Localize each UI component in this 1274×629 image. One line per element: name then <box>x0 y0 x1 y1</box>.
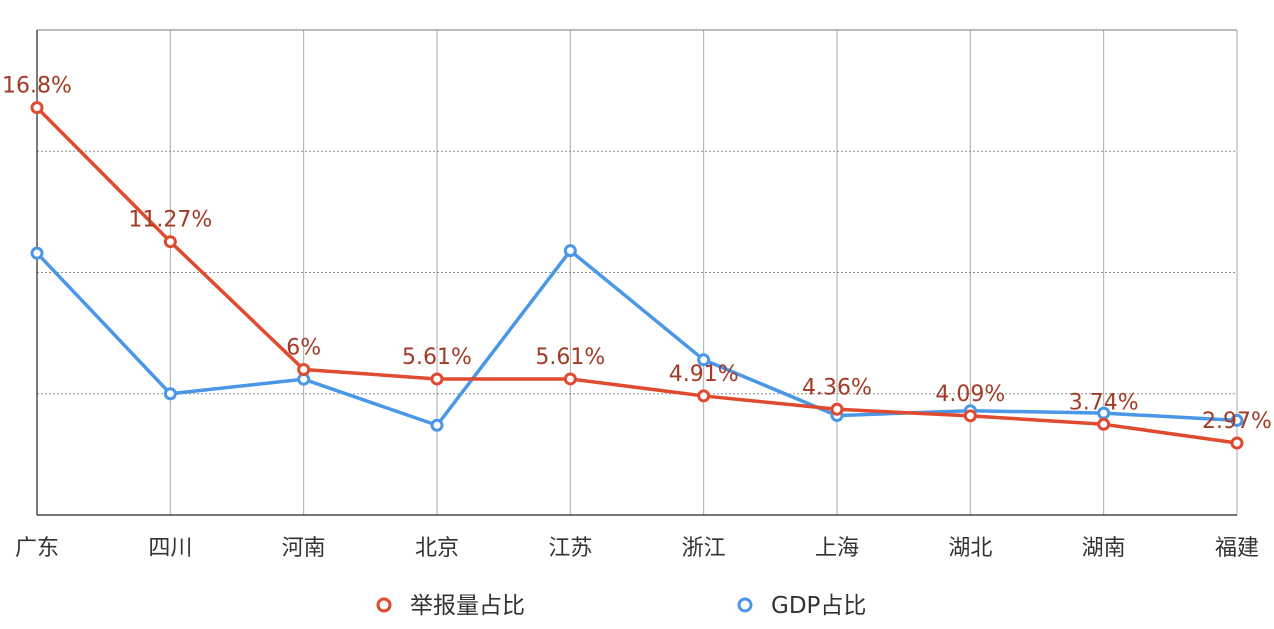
x-tick-label: 福建 <box>1215 536 1259 561</box>
data-label: 16.8% <box>2 74 72 99</box>
series-lines <box>30 101 1244 450</box>
legend-marker <box>376 597 392 613</box>
data-label: 5.61% <box>535 345 605 370</box>
data-point-series-0 <box>163 235 177 249</box>
data-label: 4.36% <box>802 375 872 400</box>
x-tick-label: 江苏 <box>548 536 592 561</box>
grid <box>36 30 1238 515</box>
legend-marker <box>737 597 753 613</box>
data-point-series-1 <box>697 353 711 367</box>
data-point-series-0 <box>830 402 844 416</box>
x-tick-label: 上海 <box>815 536 859 561</box>
x-tick-label: 广东 <box>15 536 59 561</box>
data-point-series-1 <box>563 244 577 258</box>
axes <box>36 29 1238 516</box>
x-tick-label: 湖南 <box>1082 536 1126 561</box>
data-point-series-0 <box>30 101 44 115</box>
data-point-series-1 <box>430 418 444 432</box>
data-point-series-0 <box>297 363 311 376</box>
data-label: 6% <box>286 336 321 361</box>
data-label: 11.27% <box>128 208 212 233</box>
data-point-series-1 <box>30 246 44 260</box>
x-tick-label: 北京 <box>415 536 459 561</box>
x-tick-label: 四川 <box>148 536 192 561</box>
data-labels: 16.8% 11.27% 6% 5.61% 5.61% 4.91% 4.36% 4.09% 3.… <box>2 74 1272 434</box>
data-label: 4.09% <box>935 382 1005 407</box>
legend-label: GDP占比 <box>771 593 866 619</box>
legend-label: 举报量占比 <box>410 593 525 619</box>
data-point-series-1 <box>1230 413 1244 427</box>
data-label: 3.74% <box>1069 390 1139 415</box>
x-tick-label: 湖北 <box>948 536 992 561</box>
data-point-series-0 <box>1097 417 1111 431</box>
data-point-series-1 <box>163 387 177 401</box>
data-label: 4.91% <box>669 362 739 387</box>
x-tick-labels: 广东 四川 河南 北京 江苏 浙江 上海 湖北 湖南 福建 <box>15 536 1259 561</box>
legend: 举报量占比 GDP占比 <box>376 593 866 619</box>
series-line-0 <box>35 105 1239 445</box>
data-point-series-0 <box>1230 436 1244 450</box>
data-point-series-0 <box>963 409 977 423</box>
data-point-series-0 <box>430 372 444 386</box>
data-label: 5.61% <box>402 345 472 370</box>
data-label: 2.97% <box>1202 409 1272 434</box>
data-point-series-0 <box>563 372 577 386</box>
x-tick-label: 浙江 <box>682 536 726 561</box>
data-point-series-0 <box>697 389 711 403</box>
series-line-1 <box>35 248 1239 428</box>
x-tick-label: 河南 <box>282 536 326 561</box>
